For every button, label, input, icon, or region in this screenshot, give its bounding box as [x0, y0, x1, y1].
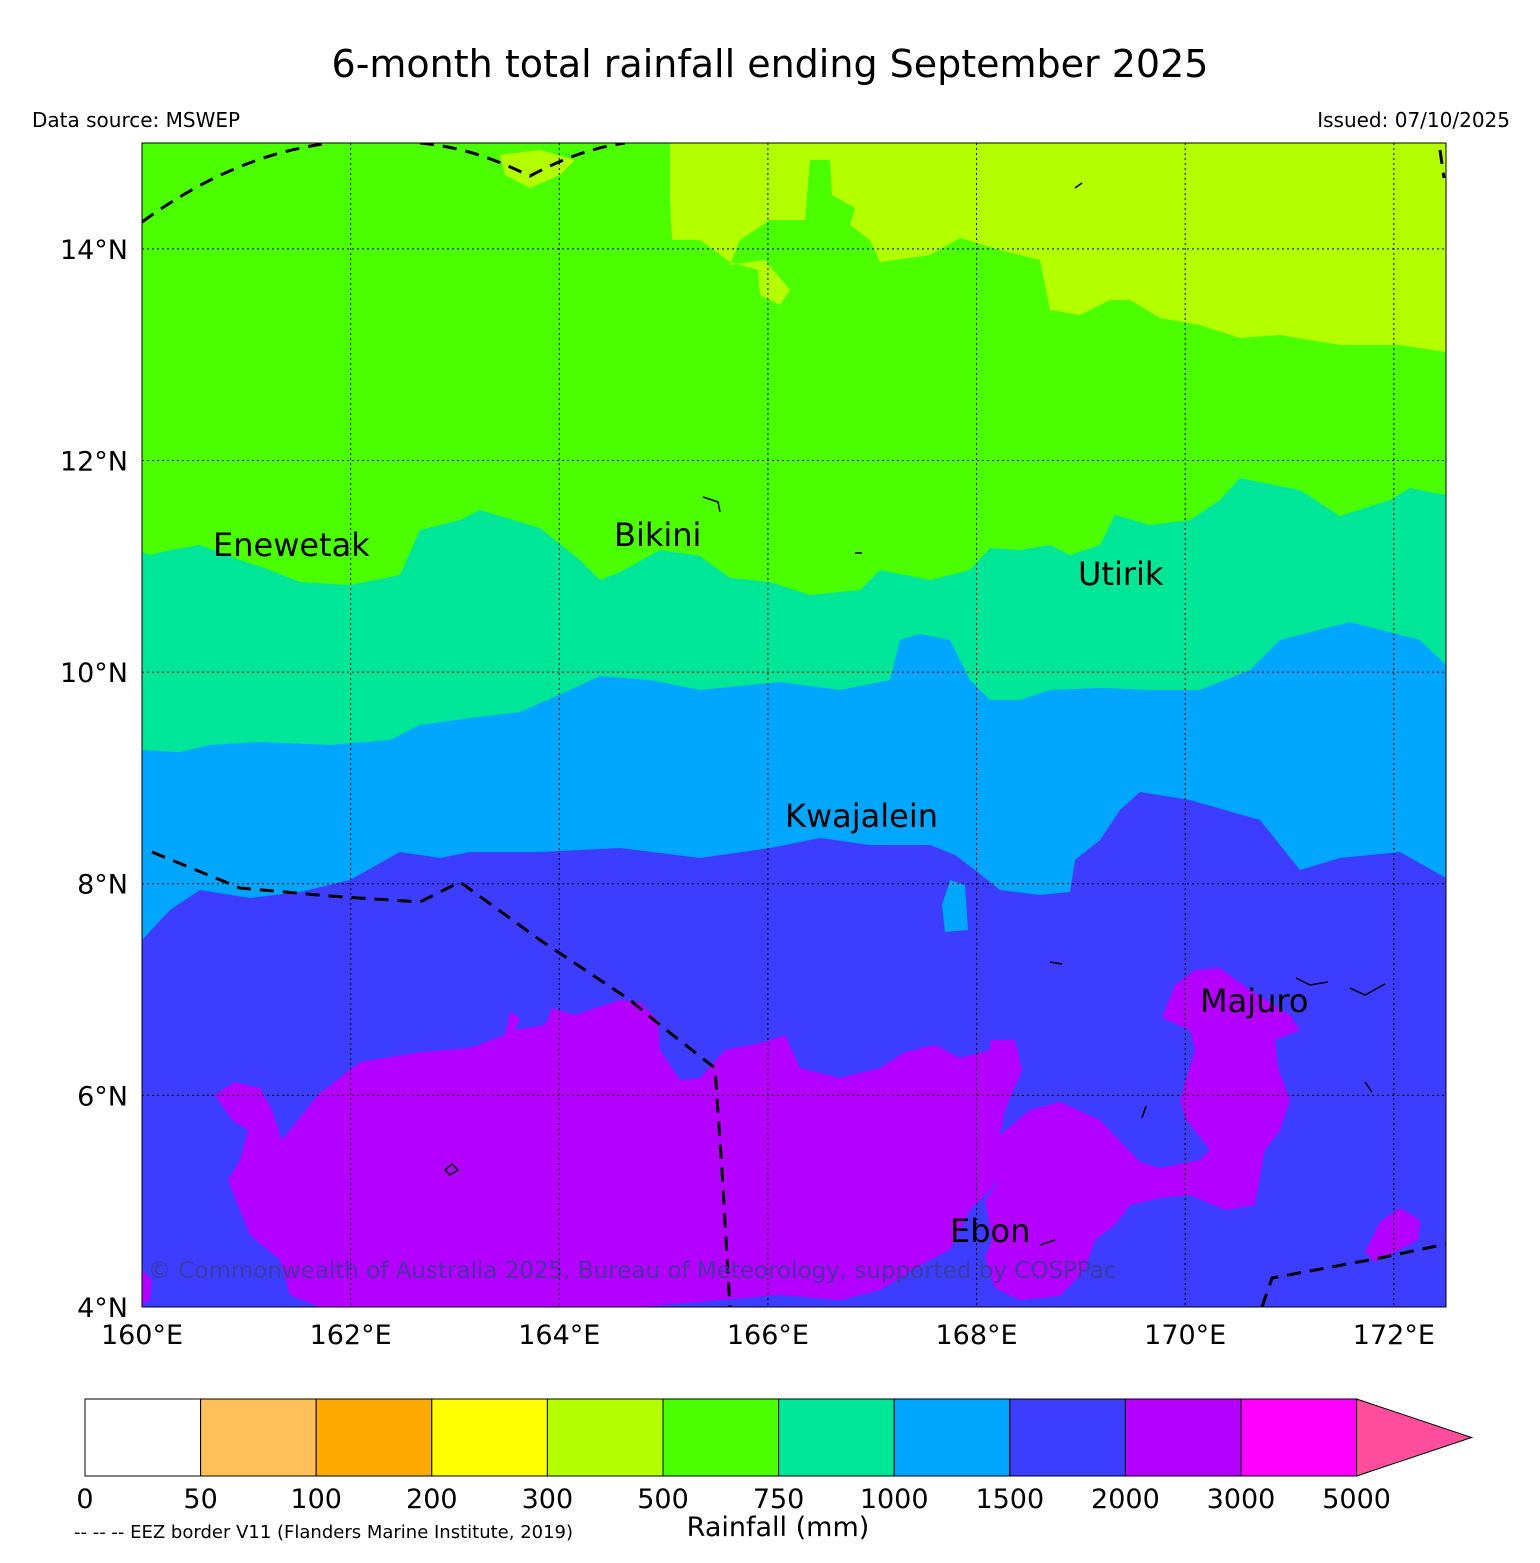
place-ebon: Ebon	[950, 1212, 1030, 1250]
colorbar-tick-label: 0	[76, 1484, 93, 1515]
place-enewetak: Enewetak	[213, 526, 370, 564]
colorbar-swatch	[1124, 1398, 1242, 1477]
longitude-labels: 160°E 162°E 164°E 166°E 168°E 170°E 172°E	[101, 1320, 1435, 1351]
place-kwajalein: Kwajalein	[785, 797, 938, 835]
lat-tick-label: 14°N	[60, 235, 128, 266]
eez-borders	[142, 143, 1446, 1307]
lon-tick-label: 164°E	[518, 1320, 600, 1351]
colorbar-swatch	[662, 1398, 780, 1477]
colorbar-tick-label: 300	[522, 1484, 574, 1515]
graticule	[141, 143, 1446, 1308]
colorbar-swatch	[1240, 1398, 1358, 1477]
colorbar-swatch	[315, 1398, 433, 1477]
lat-tick-label: 6°N	[77, 1081, 128, 1112]
place-utirik: Utirik	[1078, 555, 1164, 593]
colorbar-labels: 0 50 100 200 300 500 750 1000 1500 2000 3000 5000	[76, 1484, 1391, 1515]
colorbar-swatch	[200, 1398, 317, 1477]
colorbar-extend-arrow	[1356, 1398, 1474, 1477]
lon-tick-label: 166°E	[727, 1320, 809, 1351]
colorbar-swatch	[431, 1398, 548, 1477]
rainfall-zones: © Commonwealth of Australia 2025, Bureau…	[142, 143, 1446, 1307]
lat-tick-label: 10°N	[60, 658, 128, 689]
latitude-labels: 14°N 12°N 10°N 8°N 6°N 4°N	[60, 235, 128, 1324]
data-source: Data source: MSWEP	[32, 108, 241, 132]
colorbar-tick-label: 5000	[1322, 1484, 1391, 1515]
colorbar-tick-label: 200	[406, 1484, 458, 1515]
place-bikini: Bikini	[614, 516, 701, 554]
zone-2000-3000-patch	[142, 1270, 152, 1305]
place-labels: Enewetak Bikini Utirik Kwajalein Majuro …	[213, 516, 1308, 1250]
colorbar	[84, 1398, 1474, 1477]
copyright-notice: © Commonwealth of Australia 2025, Bureau…	[148, 1258, 1117, 1284]
lat-tick-label: 4°N	[77, 1293, 128, 1324]
colorbar-tick-label: 3000	[1207, 1484, 1276, 1515]
lon-tick-label: 160°E	[101, 1320, 183, 1351]
lon-tick-label: 172°E	[1353, 1320, 1435, 1351]
eez-legend-note: -- -- -- EEZ border V11 (Flanders Marine…	[74, 1522, 574, 1543]
colorbar-swatch	[778, 1398, 895, 1477]
lat-tick-label: 12°N	[60, 446, 128, 477]
colorbar-tick-label: 50	[183, 1484, 217, 1515]
colorbar-tick-label: 2000	[1091, 1484, 1160, 1515]
colorbar-swatch	[1009, 1398, 1126, 1477]
map-frame	[141, 142, 1447, 1308]
colorbar-swatch	[546, 1398, 664, 1477]
colorbar-tick-label: 750	[753, 1484, 805, 1515]
page-title: 6-month total rainfall ending September …	[331, 42, 1209, 86]
zone-300-500-patch	[500, 150, 575, 188]
colorbar-tick-label: 500	[637, 1484, 689, 1515]
colorbar-tick-label: 1500	[975, 1484, 1044, 1515]
colorbar-tick-label: 100	[290, 1484, 342, 1515]
colorbar-tick-label: 1000	[860, 1484, 929, 1515]
lon-tick-label: 162°E	[310, 1320, 392, 1351]
issued-date: Issued: 07/10/2025	[1317, 108, 1510, 132]
place-majuro: Majuro	[1200, 982, 1308, 1020]
lon-tick-label: 170°E	[1144, 1320, 1226, 1351]
island-outlines	[443, 182, 1386, 1246]
lon-tick-label: 168°E	[936, 1320, 1018, 1351]
lat-tick-label: 8°N	[77, 870, 128, 901]
colorbar-swatch	[84, 1398, 202, 1477]
zone-300-500	[670, 143, 1446, 352]
zone-1000-1500-patch	[942, 880, 968, 932]
zone-2000-3000	[215, 968, 1300, 1307]
colorbar-swatch	[893, 1398, 1011, 1477]
colorbar-title: Rainfall (mm)	[686, 1512, 870, 1543]
zone-2000-3000-patch	[1365, 1208, 1420, 1262]
